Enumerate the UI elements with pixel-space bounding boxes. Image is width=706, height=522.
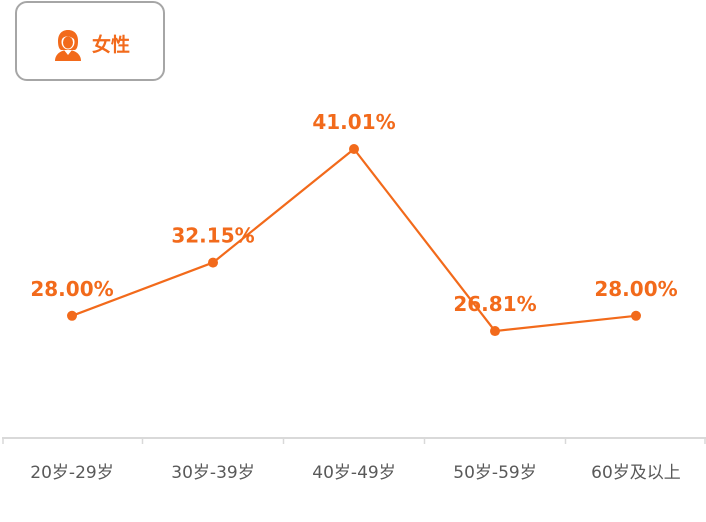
data-labels: 28.00% 32.15% 41.01% 26.81% 28.00% bbox=[30, 110, 677, 316]
series-line bbox=[71, 147, 637, 333]
data-point bbox=[490, 326, 500, 337]
legend: 女性 bbox=[15, 1, 165, 81]
series-line-layer bbox=[71, 147, 637, 333]
x-axis bbox=[2, 437, 706, 444]
x-tick-label: 40岁-49岁 bbox=[312, 463, 395, 483]
x-tick-label: 30岁-39岁 bbox=[171, 463, 254, 483]
x-tick-label: 60岁及以上 bbox=[591, 463, 681, 483]
data-label: 28.00% bbox=[30, 277, 113, 301]
data-label: 26.81% bbox=[453, 292, 536, 316]
data-label: 28.00% bbox=[594, 277, 677, 301]
data-point bbox=[67, 310, 77, 321]
data-label: 41.01% bbox=[312, 110, 395, 134]
data-point bbox=[349, 144, 359, 154]
legend-label: 女性 bbox=[92, 34, 131, 56]
female-user-icon bbox=[55, 30, 81, 61]
data-point bbox=[208, 257, 218, 268]
data-points bbox=[67, 144, 641, 337]
data-label: 32.15% bbox=[171, 224, 254, 248]
x-tick-label: 50岁-59岁 bbox=[453, 463, 536, 483]
x-tick-labels: 20岁-29岁 30岁-39岁 40岁-49岁 50岁-59岁 60岁及以上 bbox=[30, 463, 681, 483]
x-tick-label: 20岁-29岁 bbox=[30, 463, 113, 483]
data-point bbox=[631, 310, 641, 321]
